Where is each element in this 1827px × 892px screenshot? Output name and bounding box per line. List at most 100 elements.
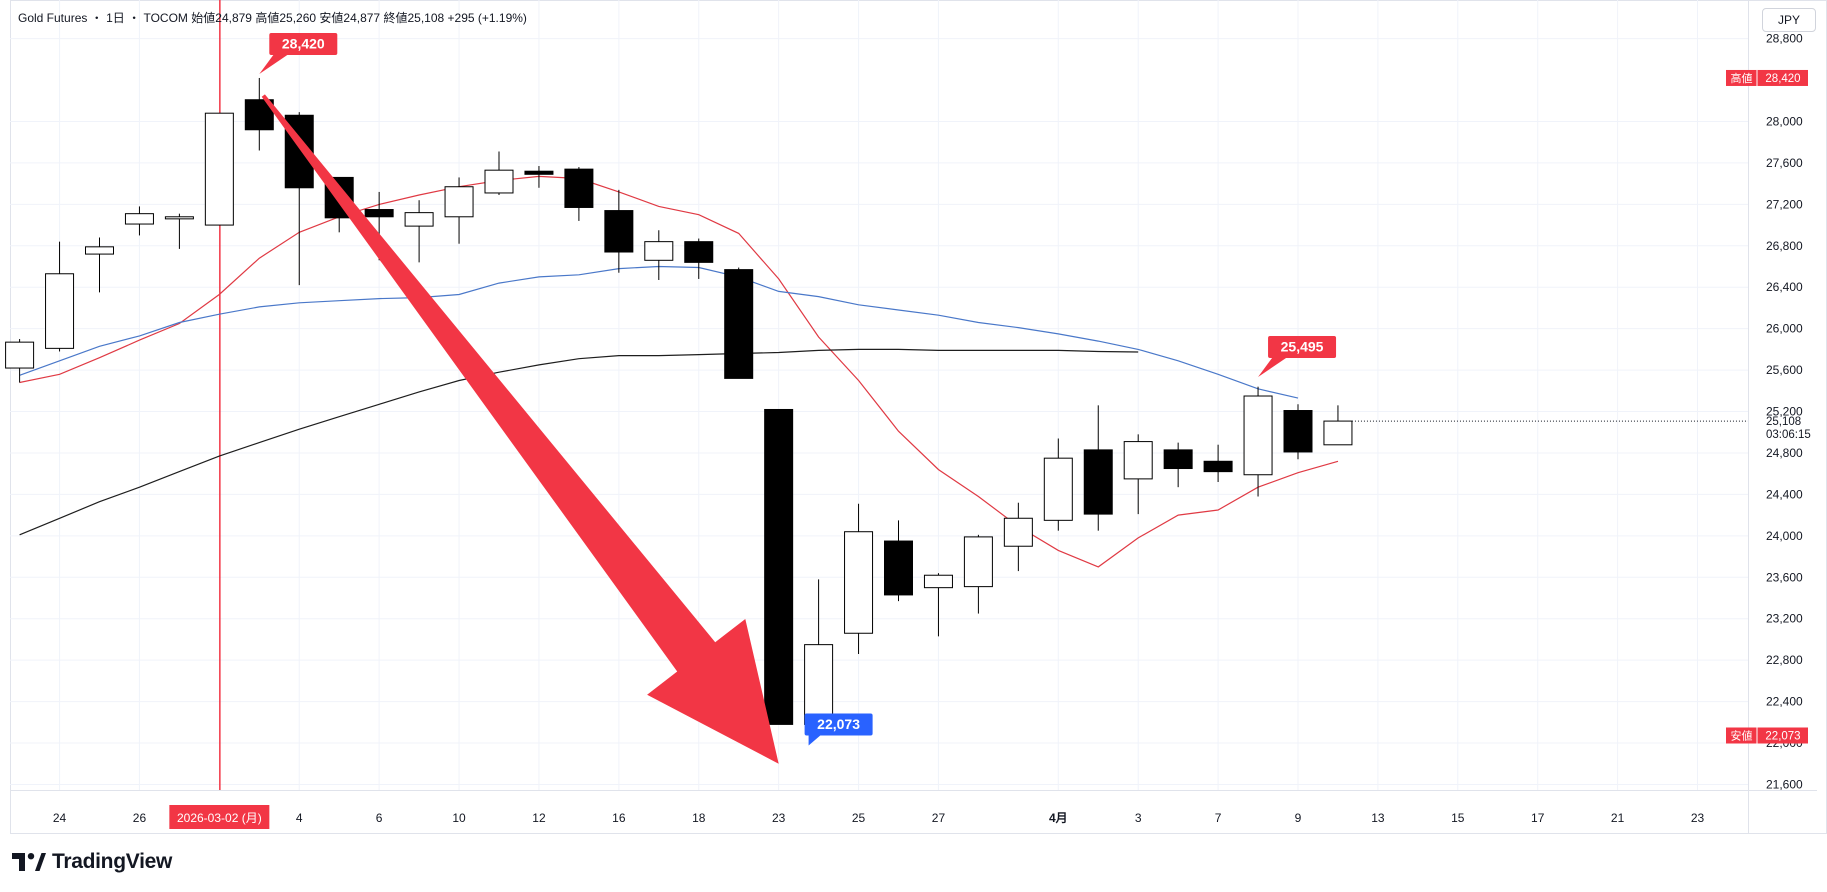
price-axis-tag-value: 28,420	[1765, 73, 1800, 85]
time-tick-label: 23	[772, 811, 786, 825]
price-axis-tag-value: 22,073	[1765, 730, 1800, 742]
price-tick-label: 26,000	[1766, 322, 1803, 336]
exchange: TOCOM	[143, 11, 188, 25]
tradingview-logo-icon	[12, 853, 46, 871]
candle	[204, 112, 234, 226]
moving-averages	[19, 175, 1339, 568]
symbol-name[interactable]: Gold Futures	[18, 11, 88, 25]
interval[interactable]: 1日	[106, 11, 125, 25]
price-callout: 28,420	[259, 32, 338, 74]
callout-box	[269, 32, 338, 55]
callout-pointer	[1258, 357, 1287, 377]
time-tick-label: 7	[1215, 811, 1222, 825]
time-tick-label: 4	[296, 811, 303, 825]
grid-lines	[10, 0, 1748, 790]
time-axis: 24 26 4 6 10 12 16 18 23 25 27 4月 3 7 9 13 15 17 21 23 2026-…	[53, 805, 1704, 829]
time-tick-label: 26	[133, 811, 147, 825]
candle-body	[45, 273, 75, 349]
candle-body	[524, 170, 554, 175]
time-tick-label: 15	[1451, 811, 1465, 825]
candle-body	[1243, 395, 1273, 476]
price-tick-label: 23,200	[1766, 612, 1803, 626]
price-tick-label: 25,600	[1766, 363, 1803, 377]
time-tick-label: 17	[1531, 811, 1545, 825]
time-tick-label: 27	[932, 811, 946, 825]
candle	[764, 408, 794, 725]
time-tick-label: 13	[1371, 811, 1385, 825]
candle-body	[244, 99, 274, 131]
candle-body	[1283, 410, 1313, 453]
price-axis-tag-bg	[1726, 69, 1808, 86]
candle-body	[124, 213, 154, 225]
moving-average-line-2	[19, 265, 1299, 399]
candle	[524, 166, 554, 188]
callout-pointer	[808, 733, 823, 746]
moving-average-line-3	[19, 348, 1139, 536]
change-value: +295 (+1.19%)	[447, 11, 527, 25]
candle-body	[764, 408, 794, 725]
candle-body	[724, 269, 754, 379]
symbol-header: Gold Futures ・ 1日 ・ TOCOM 始値24,879 高値25,…	[18, 9, 527, 26]
price-axis-tag-name: 安値	[1731, 728, 1753, 742]
candle-body	[204, 112, 234, 226]
price-axis: 28,800 28,000 27,600 27,200 26,800 26,400 26,0…	[1726, 32, 1811, 792]
price-axis-tag: 安値 22,073	[1726, 727, 1808, 744]
candle	[444, 177, 474, 244]
currency-button[interactable]: JPY	[1762, 8, 1816, 32]
time-tick-label: 16	[612, 811, 626, 825]
moving-average-line-1	[19, 175, 1339, 568]
candle	[804, 579, 834, 736]
candle	[1243, 386, 1273, 497]
close-value: 25,108	[407, 11, 445, 25]
price-tick-label: 22,400	[1766, 695, 1803, 709]
price-tick-label: 27,200	[1766, 197, 1803, 211]
time-tick-label: 18	[692, 811, 706, 825]
price-callout: 25,495	[1258, 335, 1337, 377]
candle-body	[484, 169, 514, 194]
time-axis-highlight-bg	[169, 805, 270, 829]
time-tick-label: 3	[1135, 811, 1142, 825]
candle	[963, 534, 993, 614]
candle-body	[884, 540, 913, 596]
candle-body	[85, 246, 114, 255]
time-tick-label: 12	[532, 811, 546, 825]
candle	[244, 77, 274, 151]
candle-body	[1123, 441, 1153, 480]
candle-body	[5, 341, 35, 369]
candle	[724, 267, 754, 379]
candle-body	[1203, 460, 1233, 473]
price-tick-label: 23,600	[1766, 570, 1803, 584]
candle	[604, 189, 634, 273]
time-tick-label: 4月	[1049, 811, 1068, 825]
candle-body	[164, 216, 194, 220]
callout-text: 25,495	[1281, 338, 1324, 354]
callout-box	[804, 713, 873, 736]
price-tick-label: 24,400	[1766, 487, 1803, 501]
price-tick-label: 21,600	[1766, 778, 1803, 792]
time-tick-label: 9	[1295, 811, 1302, 825]
price-axis-tag-bg	[1726, 727, 1808, 744]
candle	[1123, 434, 1153, 515]
candle-body	[963, 536, 993, 588]
candle	[884, 520, 913, 602]
candle-body	[684, 241, 714, 263]
price-tick-label: 22,800	[1766, 653, 1803, 667]
candle-body	[444, 186, 474, 218]
candle	[1203, 444, 1233, 482]
candle	[1283, 404, 1313, 460]
high-label: 高値	[255, 11, 280, 25]
close-label: 終値	[383, 11, 408, 25]
candle-body	[844, 531, 874, 634]
candle	[164, 213, 194, 249]
candle	[1043, 438, 1073, 531]
tradingview-logo[interactable]: TradingView	[12, 850, 172, 874]
tradingview-logo-text: TradingView	[52, 850, 173, 873]
candle	[644, 230, 674, 280]
candle	[844, 503, 874, 654]
last-price-label: 25,108	[1766, 416, 1801, 428]
down-arrow-annotation	[261, 94, 779, 764]
candle	[923, 573, 953, 637]
candle-body	[1003, 517, 1033, 547]
candle	[1003, 502, 1033, 572]
